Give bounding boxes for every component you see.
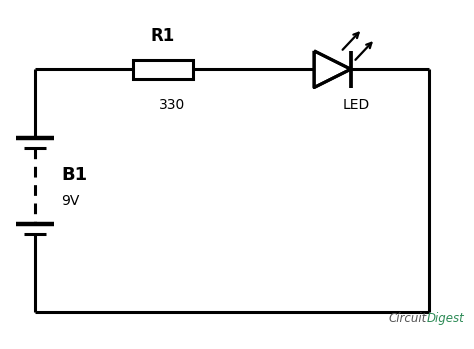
Text: Digest: Digest [427,312,465,325]
Text: 330: 330 [158,98,185,112]
Text: B1: B1 [62,165,88,184]
Text: 9V: 9V [62,194,80,208]
Text: R1: R1 [151,27,175,45]
Polygon shape [314,51,351,88]
Text: LED: LED [343,98,370,112]
Bar [133,60,193,79]
Text: Círcuit: Círcuit [388,312,426,325]
